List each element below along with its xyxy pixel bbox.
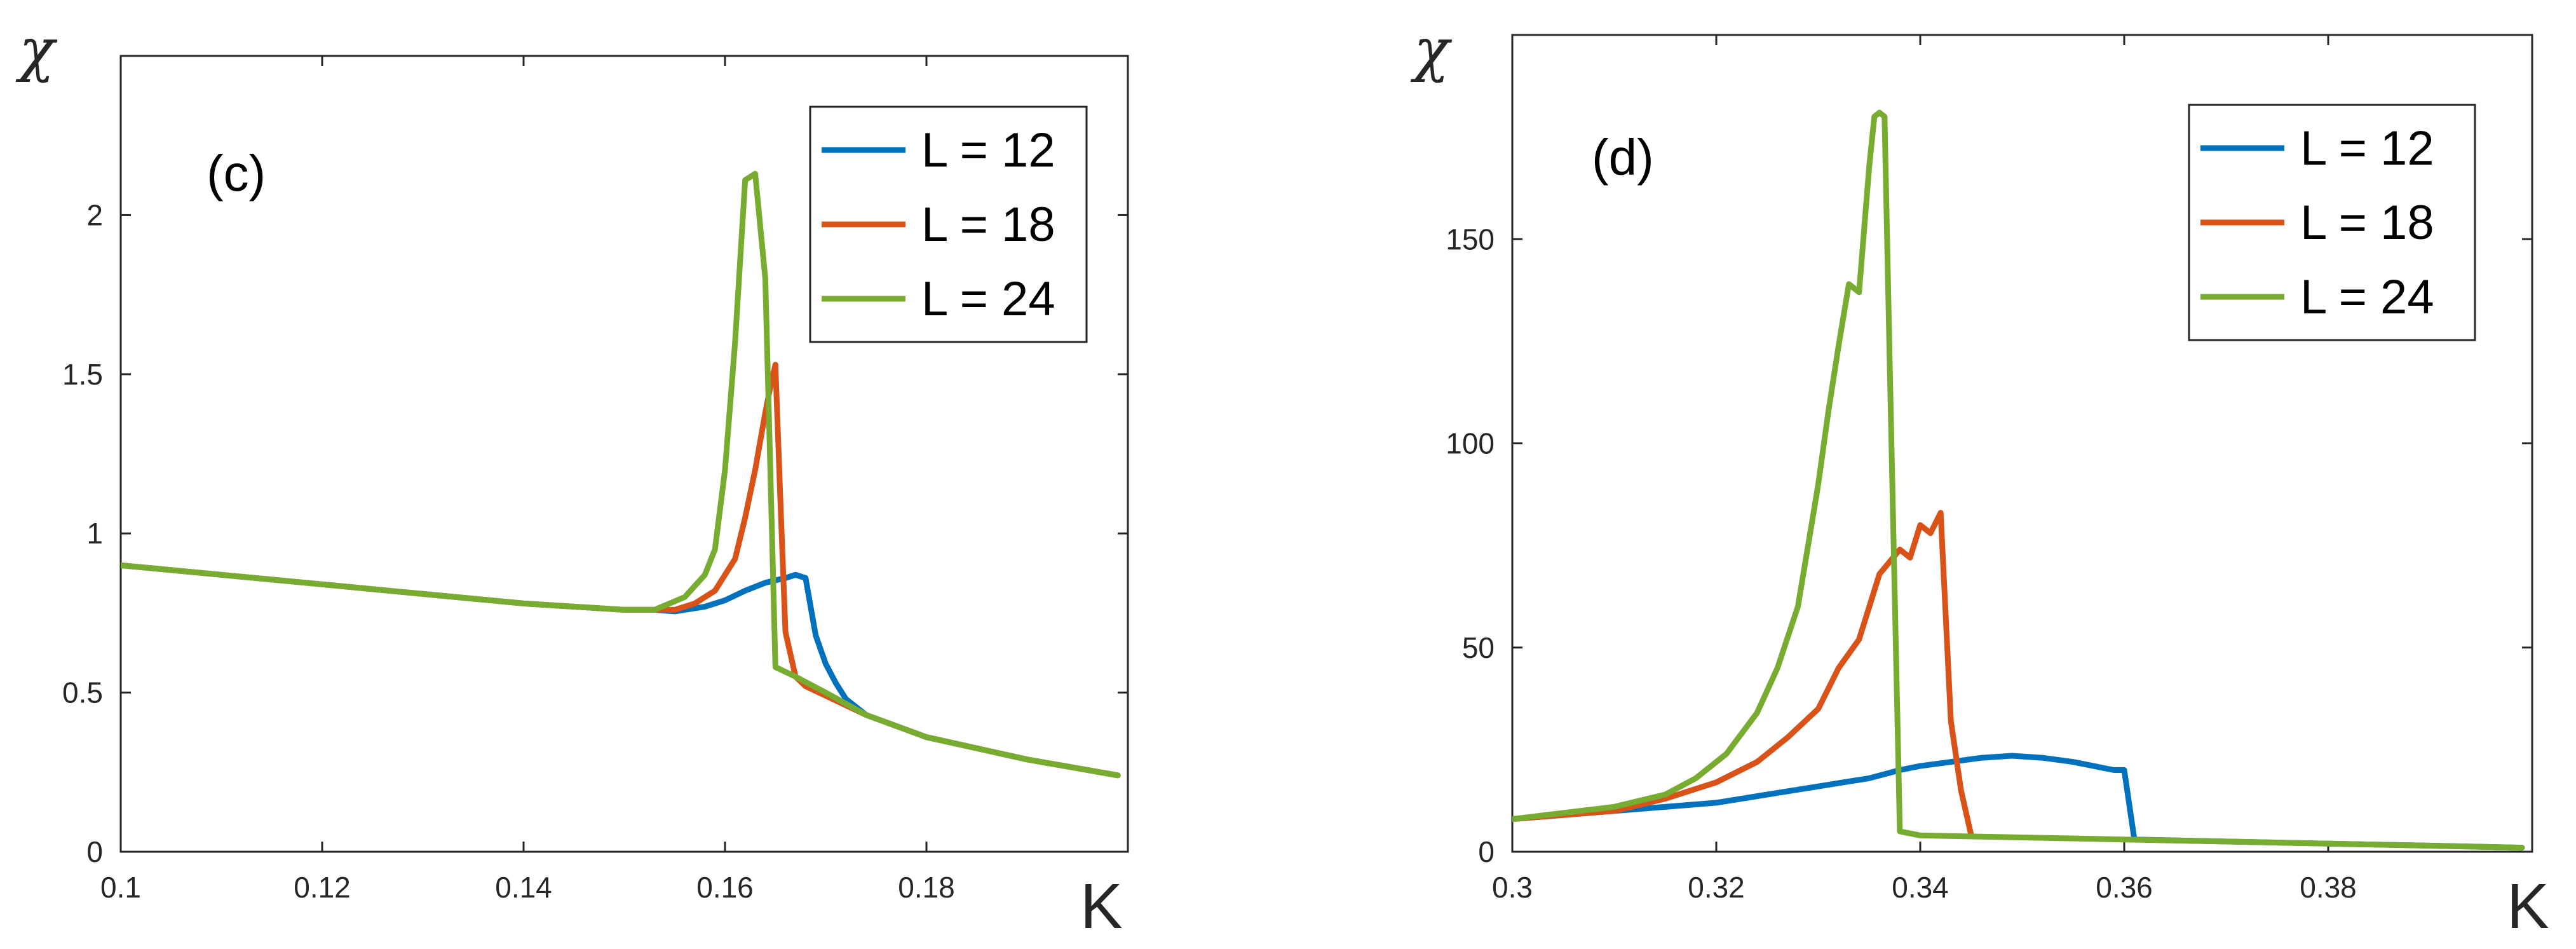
y-tick-label: 2 (86, 198, 103, 231)
x-tick-label: 0.12 (294, 871, 351, 904)
panel-label: (c) (207, 145, 266, 201)
series-line-l18 (1512, 510, 1974, 838)
legend: L = 12 L = 18 L = 24 (2188, 104, 2476, 341)
x-tick-label: 0.38 (2300, 871, 2357, 904)
x-tick-label: 0.16 (696, 871, 754, 904)
y-tick-label: 100 (1446, 427, 1495, 460)
legend-box (809, 106, 1088, 343)
x-tick-label: 0.1 (100, 871, 141, 904)
legend-entry-label: L = 18 (2300, 196, 2434, 250)
y-axis-label: χ (1410, 16, 1453, 84)
x-tick-label: 0.34 (1892, 871, 1949, 904)
legend-entry-label: L = 24 (921, 272, 1055, 326)
x-tick-label: 0.3 (1492, 871, 1533, 904)
series-line-l24 (121, 170, 1121, 779)
panel-label: (d) (1592, 129, 1654, 186)
y-tick-label: 0.5 (62, 676, 103, 709)
y-axis-label: χ (15, 16, 58, 84)
y-tick-label: 0 (86, 835, 103, 868)
y-tick-label: 150 (1446, 222, 1495, 256)
x-axis-label: K (1080, 871, 1123, 942)
x-tick-label: 0.32 (1688, 871, 1745, 904)
legend-entry-label: L = 24 (2300, 270, 2434, 324)
legend: L = 12 L = 18 L = 24 (809, 106, 1088, 343)
x-tick-label: 0.18 (898, 871, 955, 904)
series-line-l24 (1512, 109, 2525, 851)
y-tick-label: 1.5 (62, 358, 103, 391)
legend-entry-label: L = 18 (921, 198, 1055, 252)
series-group (1512, 109, 2525, 851)
y-tick-label: 0 (1478, 835, 1495, 868)
legend-entry-label: L = 12 (2300, 121, 2434, 175)
series-group (121, 170, 1121, 779)
y-tick-label: 50 (1462, 631, 1495, 664)
x-tick-label: 0.14 (495, 871, 552, 904)
y-tick-label: 1 (86, 517, 103, 550)
legend-entry-label: L = 12 (921, 123, 1055, 177)
x-tick-label: 0.36 (2096, 871, 2153, 904)
x-axis-label: K (2507, 871, 2549, 942)
